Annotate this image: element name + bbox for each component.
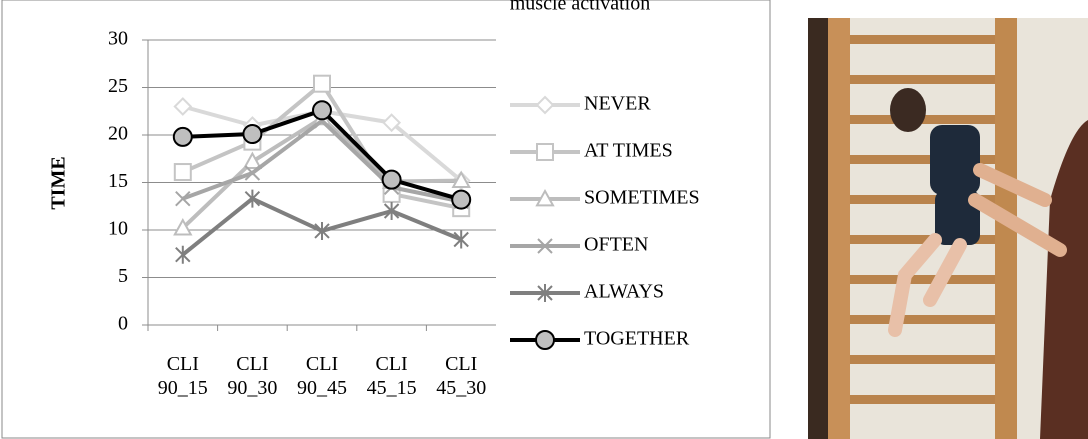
legend-label: TOGETHER <box>584 328 690 350</box>
x-tick-label: CLI 90_30 <box>227 353 278 399</box>
legend-marker <box>537 284 553 302</box>
y-tick-label: 5 <box>118 265 128 287</box>
legend-marker <box>535 188 555 207</box>
legend-marker <box>535 95 555 115</box>
y-tick-label: 30 <box>108 28 128 50</box>
legend-marker <box>535 330 555 350</box>
x-tick-label: CLI 90_45 <box>297 353 347 399</box>
marker <box>451 189 472 210</box>
marker <box>172 126 193 147</box>
legend-marker <box>537 238 553 254</box>
marker <box>382 113 402 133</box>
legend-marker <box>536 143 554 161</box>
legend-label: SOMETIMES <box>584 187 700 209</box>
marker <box>175 190 191 207</box>
x-tick-label: CLI 45_30 <box>436 353 487 399</box>
marker <box>383 202 400 220</box>
marker <box>244 189 261 208</box>
photo-shadow <box>808 18 828 439</box>
marker <box>381 169 402 190</box>
marker <box>242 151 263 169</box>
photo-child-legs <box>935 190 980 245</box>
marker <box>173 97 193 116</box>
marker <box>451 170 471 188</box>
marker <box>313 74 331 93</box>
y-tick-label: 10 <box>108 218 128 240</box>
photo-rail <box>828 18 850 439</box>
marker <box>173 163 192 182</box>
y-tick-label: 0 <box>118 313 128 335</box>
y-tick-label: 15 <box>108 170 128 192</box>
photo-adult <box>1040 120 1088 439</box>
x-tick-label: CLI 90_15 <box>157 353 208 399</box>
photo-rail <box>995 18 1017 439</box>
y-tick-label: 20 <box>108 123 128 145</box>
photo-adult-arms <box>968 163 1067 257</box>
marker <box>244 165 261 181</box>
legend-label: ALWAYS <box>584 281 664 303</box>
marker <box>242 124 263 145</box>
chart-frame <box>1 0 771 439</box>
photo-child-body <box>930 125 980 195</box>
y-axis-label: TIME <box>48 156 70 209</box>
marker <box>173 218 193 236</box>
y-tick-label: 25 <box>108 75 128 97</box>
marker <box>314 221 330 240</box>
legend-label: NEVER <box>584 93 651 115</box>
marker <box>312 100 332 121</box>
photo-child-head <box>890 88 926 132</box>
photo-child-limbs <box>888 233 967 337</box>
legend-label: AT TIMES <box>584 140 673 162</box>
marker <box>175 245 191 264</box>
x-tick-label: CLI 45_15 <box>366 353 417 399</box>
marker <box>453 230 469 249</box>
photo <box>808 18 1088 439</box>
legend-label: OFTEN <box>584 234 648 256</box>
chart-title: muscle activation <box>510 0 651 15</box>
